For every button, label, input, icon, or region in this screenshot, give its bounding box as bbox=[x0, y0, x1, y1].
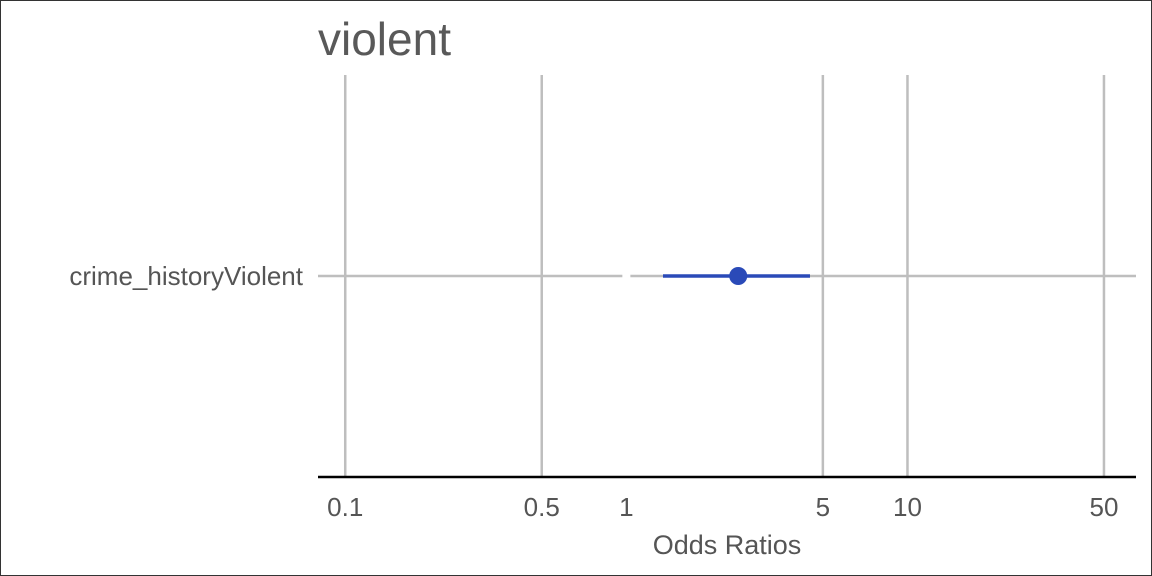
y-tick-label: crime_historyViolent bbox=[69, 261, 303, 291]
term-rows: crime_historyViolent bbox=[69, 261, 810, 291]
x-tick-label: 50 bbox=[1090, 492, 1119, 522]
x-tick-label: 1 bbox=[619, 492, 633, 522]
x-tick-label: 5 bbox=[816, 492, 830, 522]
gridlines bbox=[318, 75, 1136, 477]
chart-title: violent bbox=[318, 13, 451, 65]
x-axis-title: Odds Ratios bbox=[653, 530, 802, 560]
x-tick-label: 0.1 bbox=[327, 492, 363, 522]
x-tick-label: 10 bbox=[893, 492, 922, 522]
estimate-point bbox=[729, 267, 748, 285]
x-tick-labels: 0.1 0.5 1 5 10 50 bbox=[327, 492, 1118, 522]
x-tick-label: 0.5 bbox=[524, 492, 560, 522]
